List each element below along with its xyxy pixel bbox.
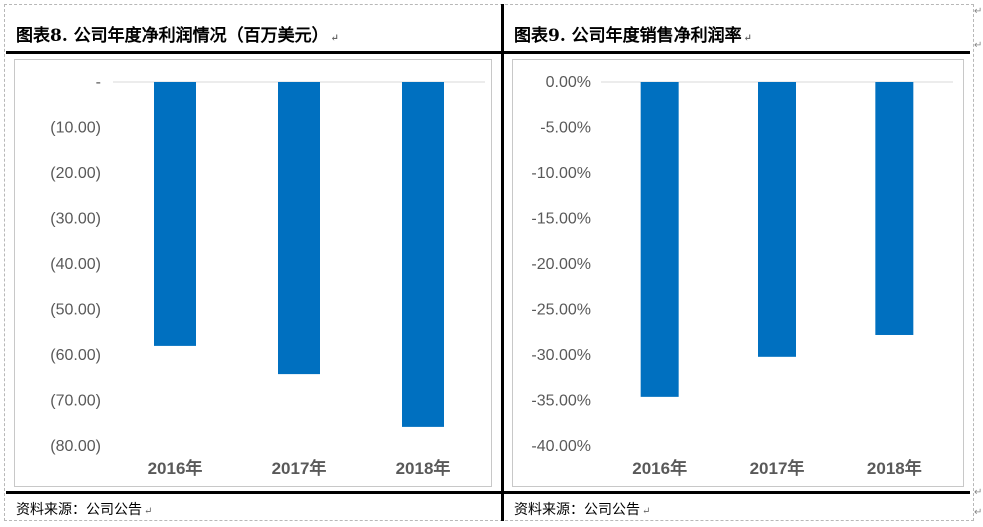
cell-end-mark-icon: ↵ xyxy=(974,487,983,498)
right-source-rule xyxy=(504,491,970,494)
y-tick-label: 0.00% xyxy=(546,74,591,91)
y-tick-label: (50.00) xyxy=(50,302,101,319)
bar-2017年 xyxy=(758,82,796,357)
left-chart-title: 图表8. 公司年度净利润情况（百万美元） ↵ xyxy=(16,26,340,46)
y-tick-label: -10.00% xyxy=(531,165,591,182)
left-source-note: 资料来源：公司公告 ↵ xyxy=(16,502,153,518)
left-plot-area: - (10.00) (20.00) (30.00) (40.00) (50.00) (60.… xyxy=(14,59,492,487)
cell-end-mark-icon: ↵ xyxy=(974,6,983,17)
bar-2017年 xyxy=(278,82,320,375)
y-tick-label: -15.00% xyxy=(531,211,591,228)
y-tick-label: (80.00) xyxy=(50,438,101,455)
y-tick-label: (40.00) xyxy=(50,256,101,273)
x-tick-label: 2018年 xyxy=(396,458,451,478)
left-panel: 图表8. 公司年度净利润情况（百万美元） ↵ - (10.00) (20.00) (30… xyxy=(6,4,502,521)
right-plot-area: 0.00% -5.00% -10.00% -15.00% -20.00% -25.00% -… xyxy=(512,59,964,487)
y-tick-label: (30.00) xyxy=(50,211,101,228)
left-bar-chart: - (10.00) (20.00) (30.00) (40.00) (50.00) (60.… xyxy=(50,74,485,478)
y-tick-label: -30.00% xyxy=(531,347,591,364)
y-tick-label: - xyxy=(96,74,101,91)
paragraph-mark-icon: ↵ xyxy=(144,506,153,517)
cell-end-mark-icon: ↵ xyxy=(974,507,983,518)
y-tick-label: -40.00% xyxy=(531,438,591,455)
y-tick-label: (10.00) xyxy=(50,120,101,137)
y-tick-label: -35.00% xyxy=(531,393,591,410)
paragraph-mark-icon: ↵ xyxy=(642,506,651,517)
y-tick-label: (70.00) xyxy=(50,393,101,410)
y-tick-label: -5.00% xyxy=(540,120,591,137)
x-tick-label: 2016年 xyxy=(148,458,203,478)
right-bar-chart: 0.00% -5.00% -10.00% -15.00% -20.00% -25.00% -… xyxy=(531,74,953,478)
left-source-rule xyxy=(6,491,502,494)
x-tick-label: 2018年 xyxy=(867,458,922,478)
bar-2016年 xyxy=(154,82,196,346)
panel-divider xyxy=(501,4,504,521)
y-tick-label: -25.00% xyxy=(531,302,591,319)
bar-2018年 xyxy=(875,82,914,335)
page-frame xyxy=(4,4,974,521)
x-tick-label: 2017年 xyxy=(272,458,327,478)
right-chart-title: 图表9. 公司年度销售净利润率 ↵ xyxy=(514,26,753,46)
y-tick-label: (20.00) xyxy=(50,165,101,182)
right-title-rule xyxy=(504,51,970,54)
paragraph-mark-icon: ↵ xyxy=(743,33,753,44)
right-panel: 图表9. 公司年度销售净利润率 ↵ 0.00% -5.00% -10.00% -15.0… xyxy=(504,4,970,521)
x-tick-label: 2016年 xyxy=(632,458,687,478)
y-tick-label: -20.00% xyxy=(531,256,591,273)
left-title-rule xyxy=(6,51,502,54)
paragraph-mark-icon: ↵ xyxy=(330,33,340,44)
bar-2016年 xyxy=(640,82,679,397)
cell-end-mark-icon: ↵ xyxy=(974,40,983,51)
y-tick-label: (60.00) xyxy=(50,347,101,364)
right-source-note: 资料来源：公司公告 ↵ xyxy=(514,502,651,518)
bar-2018年 xyxy=(402,82,444,427)
x-tick-label: 2017年 xyxy=(750,458,805,478)
